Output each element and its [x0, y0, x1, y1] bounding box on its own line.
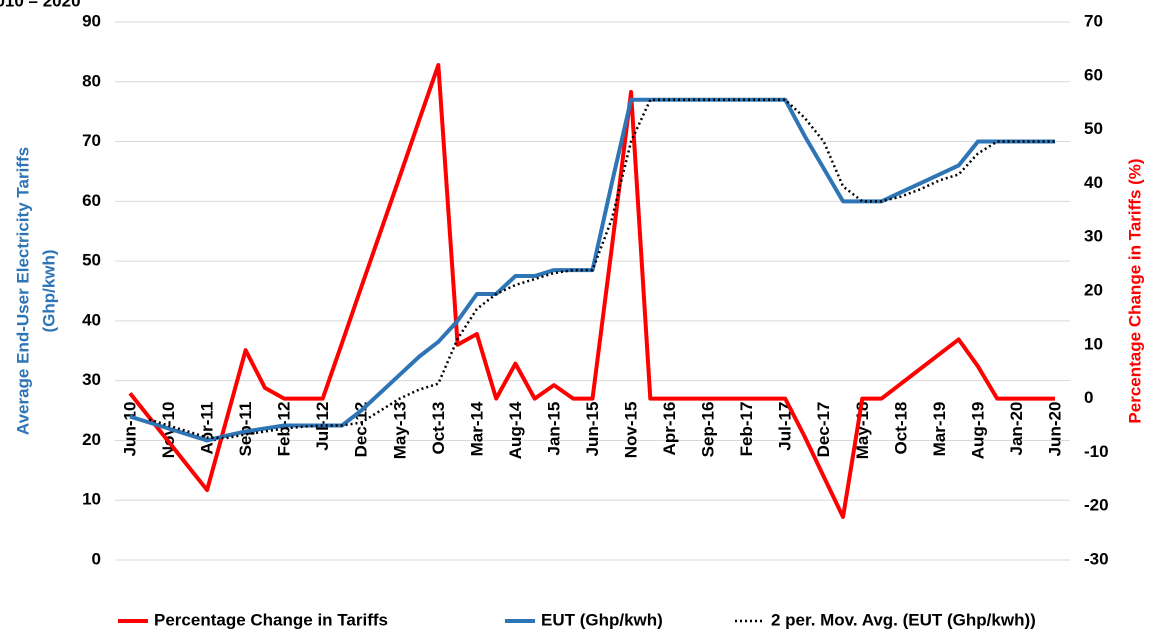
x-tick-label: Nov-15 — [622, 402, 641, 459]
x-tick-label: Jul-17 — [776, 402, 795, 451]
y-tick-label: 70 — [82, 131, 101, 150]
x-tick-label: Sep-16 — [699, 402, 718, 458]
x-tick-label: Jan-20 — [1007, 402, 1026, 456]
y2-tick-label: 0 — [1084, 388, 1093, 407]
y-tick-label: 80 — [82, 71, 101, 90]
legend-label: 2 per. Mov. Avg. (EUT (Ghp/kwh)) — [771, 610, 1036, 629]
x-tick-label: Oct-18 — [891, 402, 910, 455]
y-tick-label: 50 — [82, 251, 101, 270]
chart-title: 2010 – 2020 — [0, 0, 81, 10]
x-tick-label: Jun-20 — [1045, 402, 1064, 457]
y2-tick-label: 50 — [1084, 119, 1103, 138]
y2-tick-label: 40 — [1084, 173, 1103, 192]
y2-tick-label: 70 — [1084, 11, 1103, 30]
x-tick-label: Mar-14 — [467, 401, 486, 456]
x-tick-label: Jun-10 — [120, 402, 139, 457]
y-tick-label: 40 — [82, 310, 101, 329]
y2-tick-label: 20 — [1084, 280, 1103, 299]
series-line — [148, 98, 1055, 440]
x-tick-label: Apr-16 — [660, 402, 679, 456]
y2-tick-label: 60 — [1084, 65, 1103, 84]
series-line — [128, 63, 1055, 519]
y2-tick-label: -10 — [1084, 442, 1109, 461]
legend-label: EUT (Ghp/kwh) — [541, 610, 663, 629]
y-tick-label: 60 — [82, 191, 101, 210]
x-tick-label: Mar-19 — [930, 402, 949, 457]
x-tick-label: Sep-11 — [236, 402, 255, 457]
x-tick-label: Jun-15 — [583, 402, 602, 457]
y2-axis-label: Percentage Change in Tariffs (%) — [1125, 158, 1144, 423]
x-tick-label: Jan-15 — [544, 402, 563, 456]
y-axis-label: (Ghp/kwh) — [39, 249, 58, 332]
x-tick-label: Aug-14 — [506, 401, 525, 459]
y-tick-label: 30 — [82, 370, 101, 389]
x-tick-label: Feb-12 — [275, 402, 294, 457]
y2-tick-label: -30 — [1084, 549, 1109, 568]
y2-tick-label: -20 — [1084, 496, 1109, 515]
x-tick-label: Apr-11 — [198, 402, 217, 455]
y2-tick-label: 30 — [1084, 227, 1103, 246]
x-tick-label: May-13 — [390, 402, 409, 460]
x-tick-label: Feb-17 — [737, 402, 756, 457]
y-tick-label: 90 — [82, 11, 101, 30]
y-tick-label: 0 — [92, 549, 101, 568]
legend-label: Percentage Change in Tariffs — [154, 610, 388, 629]
x-tick-label: Oct-13 — [429, 402, 448, 455]
x-tick-label: Dec-17 — [814, 402, 833, 458]
x-tick-label: Aug-19 — [968, 402, 987, 460]
y-axis-label: Average End-User Electricity Tariffs — [13, 147, 32, 435]
y2-tick-label: 10 — [1084, 334, 1103, 353]
y-tick-label: 10 — [82, 490, 101, 509]
y-tick-label: 20 — [82, 430, 101, 449]
